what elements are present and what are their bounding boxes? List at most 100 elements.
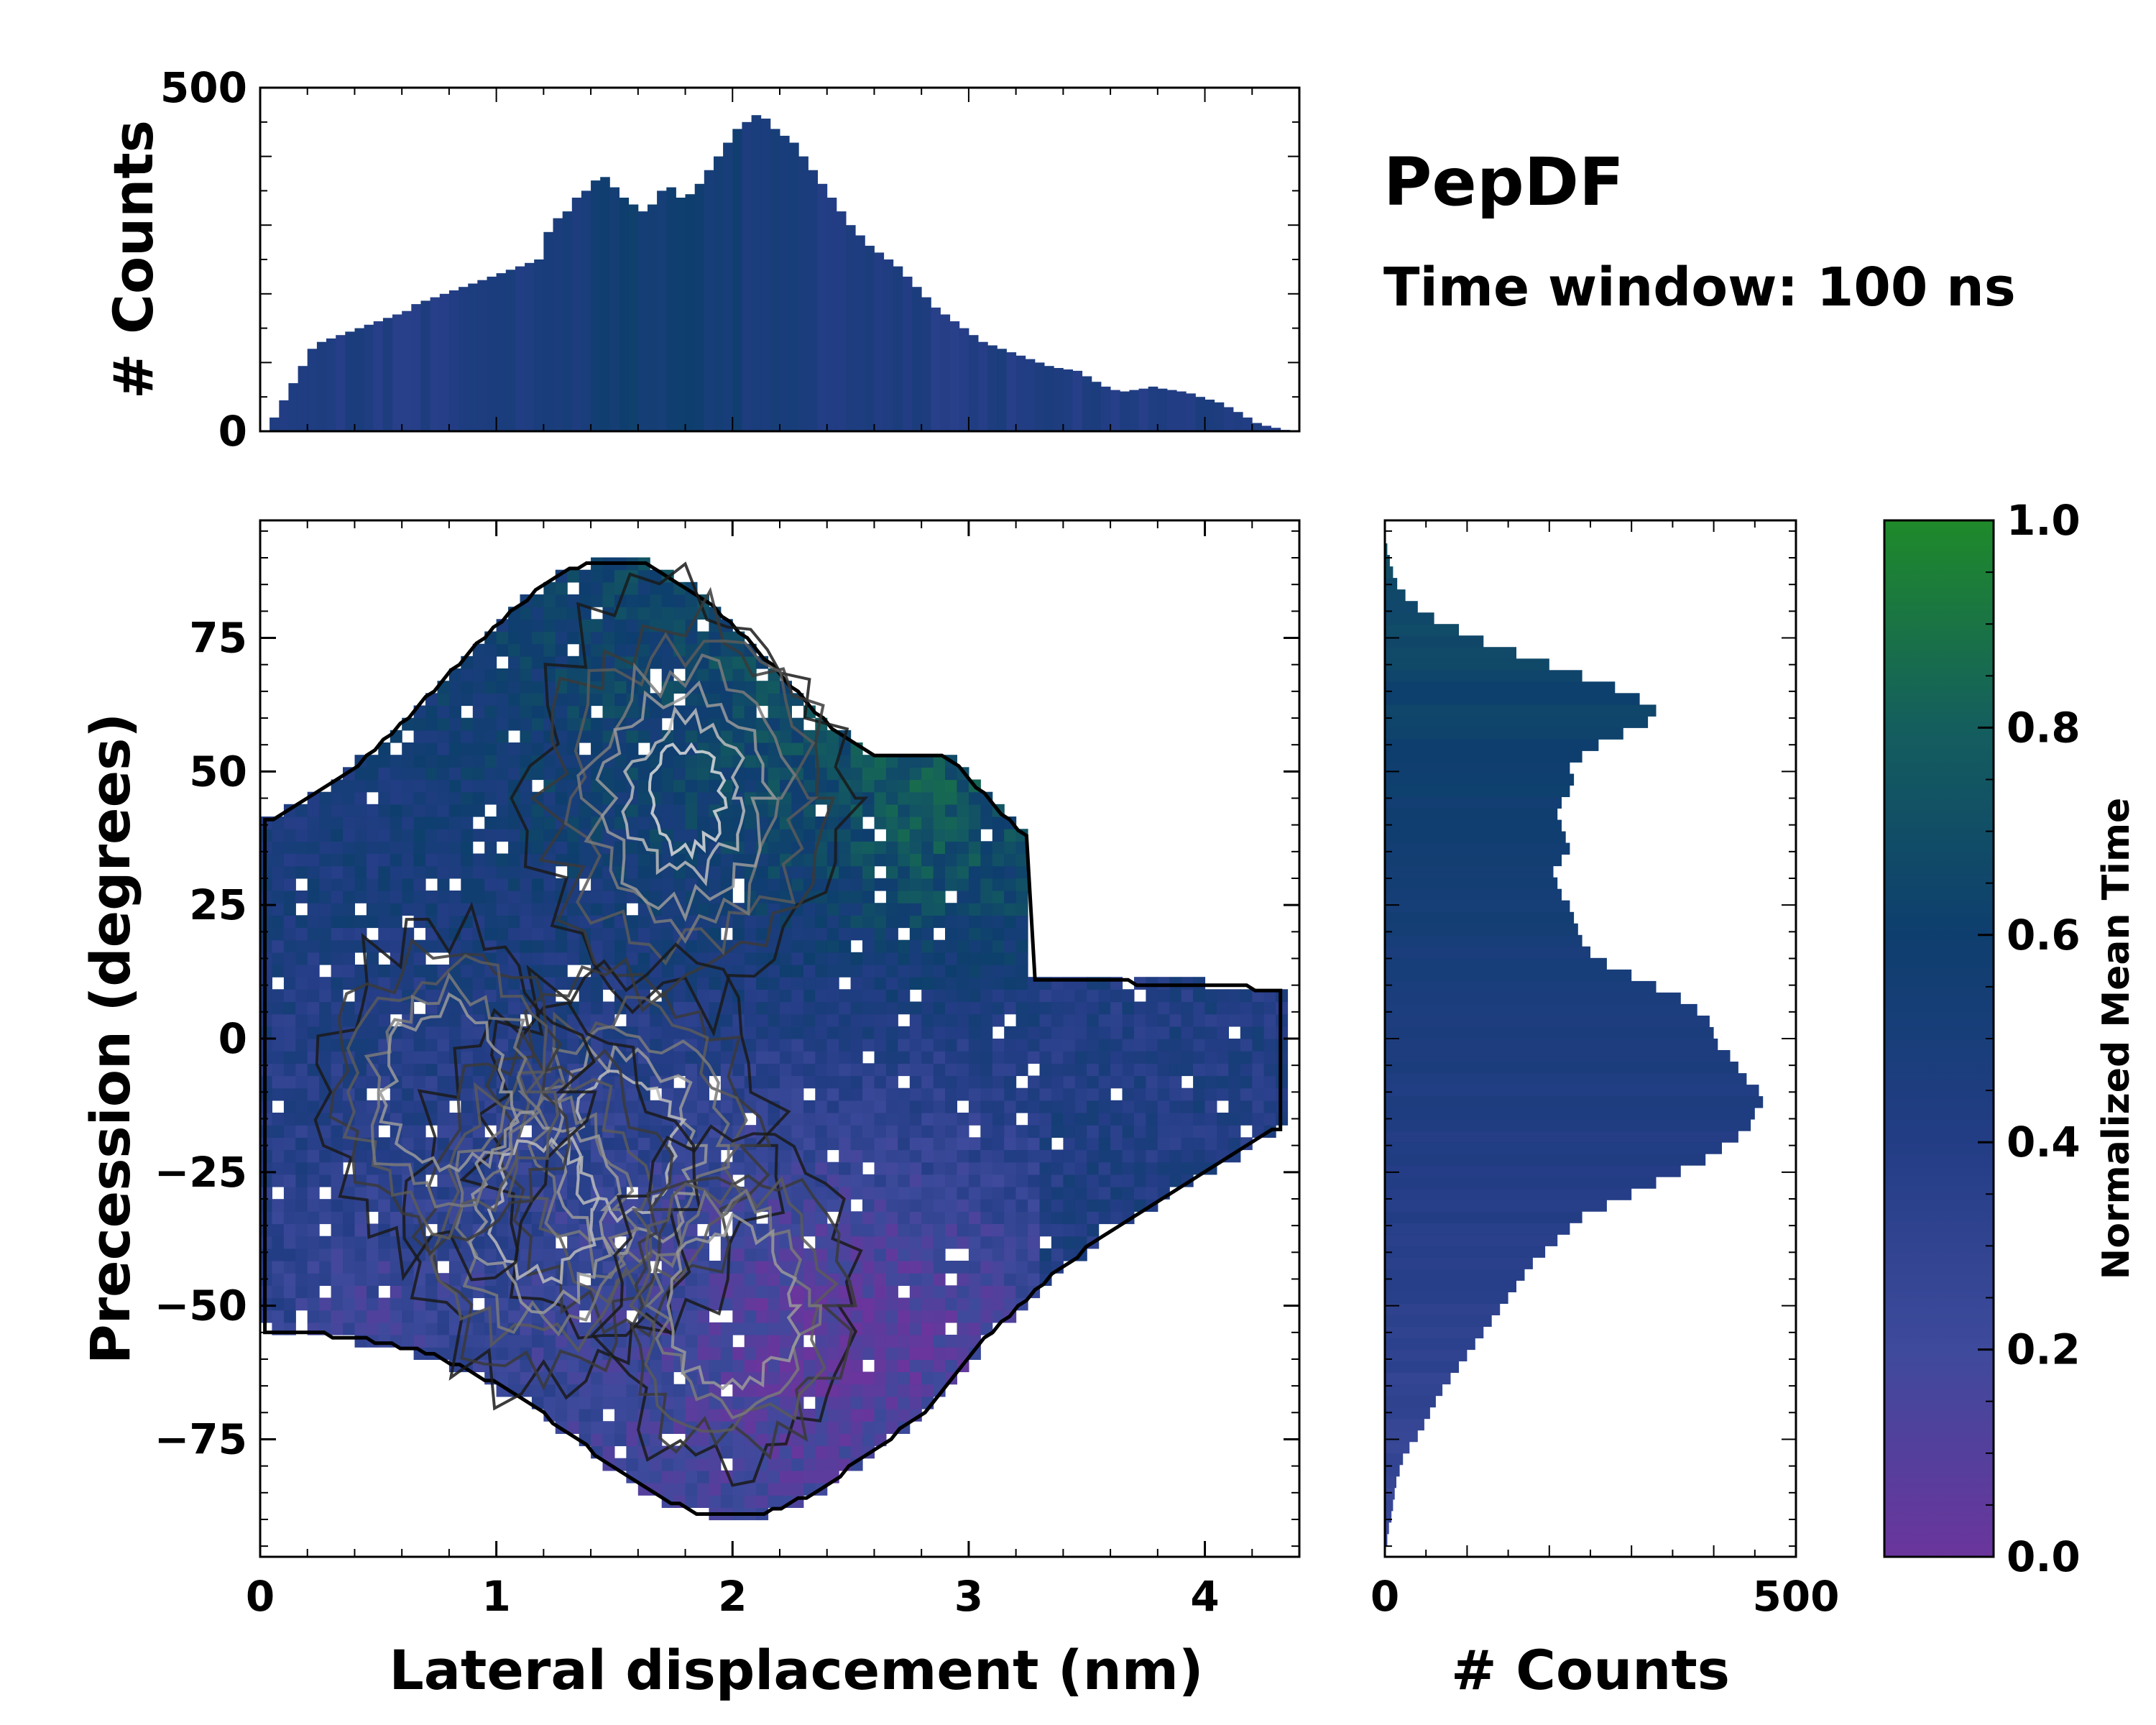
heatmap-cell — [591, 1421, 604, 1434]
heatmap-cell — [390, 841, 402, 855]
heatmap-cell — [780, 989, 792, 1003]
heatmap-cell — [390, 1322, 402, 1335]
heatmap-cell — [295, 989, 308, 1003]
heatmap-cell — [826, 1187, 839, 1200]
top-histogram-bar — [345, 331, 355, 431]
heatmap-cell — [1110, 1051, 1123, 1064]
heatmap-cell — [626, 767, 639, 781]
heatmap-cell — [791, 1458, 804, 1471]
heatmap-cell — [815, 1421, 828, 1434]
heatmap-cell — [283, 1223, 296, 1237]
heatmap-cell — [957, 891, 969, 903]
heatmap-cell — [1004, 1039, 1017, 1052]
heatmap-cell — [413, 804, 426, 817]
top-histogram-bar — [1054, 368, 1064, 431]
heatmap-cell — [1181, 1149, 1194, 1163]
heatmap-cell — [744, 1322, 757, 1335]
top-histogram-bar — [1167, 390, 1177, 431]
heatmap-cell — [496, 927, 509, 941]
heatmap-cell — [768, 878, 780, 891]
heatmap-cell — [1063, 1125, 1076, 1138]
heatmap-cell — [933, 767, 946, 781]
heatmap-cell — [768, 853, 780, 867]
density-contour — [378, 992, 520, 1173]
heatmap-cell — [885, 1026, 898, 1039]
right-histogram-bar — [1385, 1430, 1418, 1443]
heatmap-cell — [1074, 1187, 1087, 1200]
heatmap-cell — [921, 1051, 934, 1064]
heatmap-cell — [520, 939, 533, 953]
heatmap-cell — [661, 581, 674, 595]
heatmap-cell — [898, 1125, 911, 1138]
heatmap-cell — [520, 619, 533, 632]
heatmap-cell — [909, 965, 922, 978]
heatmap-cell — [957, 1174, 969, 1187]
heatmap-cell — [803, 1149, 816, 1163]
heatmap-cell — [366, 989, 379, 1003]
heatmap-cell — [673, 952, 686, 965]
heatmap-cell — [803, 1211, 816, 1225]
heatmap-cell — [732, 927, 745, 941]
heatmap-cell — [921, 1013, 934, 1027]
heatmap-cell — [862, 1285, 875, 1299]
right-histogram-bar — [1385, 1395, 1436, 1408]
top-y-tick-label: 0 — [218, 407, 247, 456]
heatmap-cell — [957, 1322, 969, 1335]
heatmap-cell — [1098, 1113, 1111, 1126]
heatmap-cell — [543, 903, 556, 916]
heatmap-cell — [331, 1075, 344, 1089]
heatmap-cell — [567, 1409, 580, 1422]
heatmap-cell — [520, 705, 533, 719]
heatmap-cell — [354, 891, 367, 903]
right-histogram-bar — [1385, 808, 1558, 821]
heatmap-cell — [343, 1199, 355, 1212]
heatmap-cell — [826, 1026, 839, 1039]
heatmap-cell — [319, 927, 332, 941]
heatmap-cell — [709, 1297, 722, 1311]
heatmap-cell — [343, 927, 355, 941]
heatmap-cell — [1263, 1087, 1276, 1101]
heatmap-cell — [815, 1113, 828, 1126]
heatmap-cell — [1098, 1051, 1111, 1064]
top-histogram-bar — [1243, 417, 1253, 431]
heatmap-cell — [307, 1273, 320, 1286]
heatmap-cell — [579, 569, 591, 583]
heatmap-cell — [579, 1347, 591, 1360]
heatmap-cell — [697, 1409, 709, 1422]
heatmap-cell — [331, 1236, 344, 1249]
heatmap-cell — [390, 865, 402, 879]
heatmap-cell — [756, 1335, 769, 1348]
heatmap-cell — [898, 1322, 911, 1335]
heatmap-cell — [839, 1149, 852, 1163]
heatmap-cell — [803, 1001, 816, 1015]
heatmap-cell — [980, 903, 993, 916]
heatmap-cell — [732, 1359, 745, 1373]
heatmap-cell — [1063, 1075, 1076, 1089]
heatmap-cell — [319, 1149, 332, 1163]
heatmap-cell — [898, 939, 911, 953]
heatmap-cell — [626, 705, 639, 719]
heatmap-cell — [425, 1075, 438, 1089]
top-histogram-bar — [430, 297, 441, 431]
heatmap-cell — [980, 1187, 993, 1200]
heatmap-cell — [874, 1359, 887, 1373]
heatmap-cell — [1146, 1149, 1158, 1163]
heatmap-cell — [661, 1371, 674, 1385]
heatmap-cell — [673, 619, 686, 632]
heatmap-cell — [945, 1310, 957, 1323]
heatmap-cell — [957, 1051, 969, 1064]
heatmap-cell — [390, 1001, 402, 1015]
heatmap-cell — [378, 1236, 391, 1249]
heatmap-cell — [319, 853, 332, 867]
heatmap-cell — [791, 1113, 804, 1126]
heatmap-cell — [461, 742, 474, 755]
heatmap-cell — [484, 755, 497, 768]
heatmap-cell — [1074, 1087, 1087, 1101]
heatmap-cell — [697, 1470, 709, 1484]
heatmap-cell — [850, 965, 863, 978]
heatmap-cell — [331, 865, 344, 879]
heatmap-cell — [921, 779, 934, 793]
heatmap-cell — [826, 1039, 839, 1052]
heatmap-cell — [921, 1310, 934, 1323]
